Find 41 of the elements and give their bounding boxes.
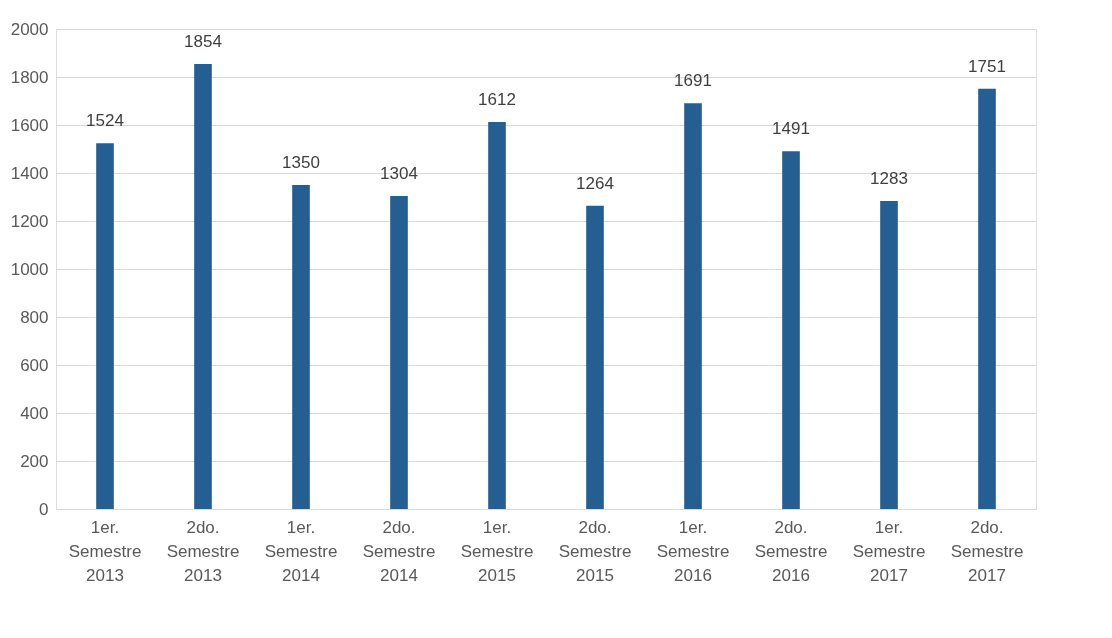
y-tick-label: 400 [20,403,49,423]
x-tick-label: 2do. Semestre 2015 [558,517,632,585]
bar [684,103,702,509]
data-label: 1283 [870,169,908,189]
x-tick-label: 2do. Semestre 2016 [754,517,828,585]
y-tick-label: 1400 [10,163,49,183]
x-tick-label: 2do. Semestre 2013 [166,517,240,585]
x-tick-label: 1er. Semestre 2016 [656,517,730,585]
data-label: 1691 [674,71,712,91]
bar [782,151,800,509]
y-tick-label: 600 [20,355,49,375]
x-tick-label: 1er. Semestre 2014 [264,517,338,585]
y-tick-label: 2000 [10,19,49,39]
bar [292,185,310,509]
data-label: 1350 [282,153,320,172]
x-tick-label: 2do. Semestre 2014 [362,517,436,585]
y-tick-label: 200 [20,451,49,471]
bar [194,64,212,509]
data-label: 1264 [576,173,614,193]
data-label: 1751 [968,56,1006,76]
data-label: 1491 [772,119,810,139]
y-tick-label: 1600 [10,115,49,135]
bar [488,122,506,509]
bar [96,143,114,509]
x-tick-label: 1er. Semestre 2013 [68,517,142,585]
y-tick-label: 800 [20,307,49,327]
bar [390,196,408,509]
y-tick-label: 1800 [10,67,49,87]
y-tick-label: 0 [39,499,49,519]
x-tick-label: 2do. Semestre 2017 [950,517,1024,585]
data-label: 1612 [478,90,516,110]
y-tick-label: 1000 [10,259,49,279]
data-label: 1854 [184,32,222,52]
bar [978,88,996,509]
data-label: 1524 [86,111,124,131]
x-tick-label: 1er. Semestre 2015 [460,517,534,585]
x-tick-label: 1er. Semestre 2017 [852,517,926,585]
bar [586,205,604,509]
data-label: 1304 [380,164,418,184]
y-tick-label: 1200 [10,211,49,231]
bar [880,201,898,509]
